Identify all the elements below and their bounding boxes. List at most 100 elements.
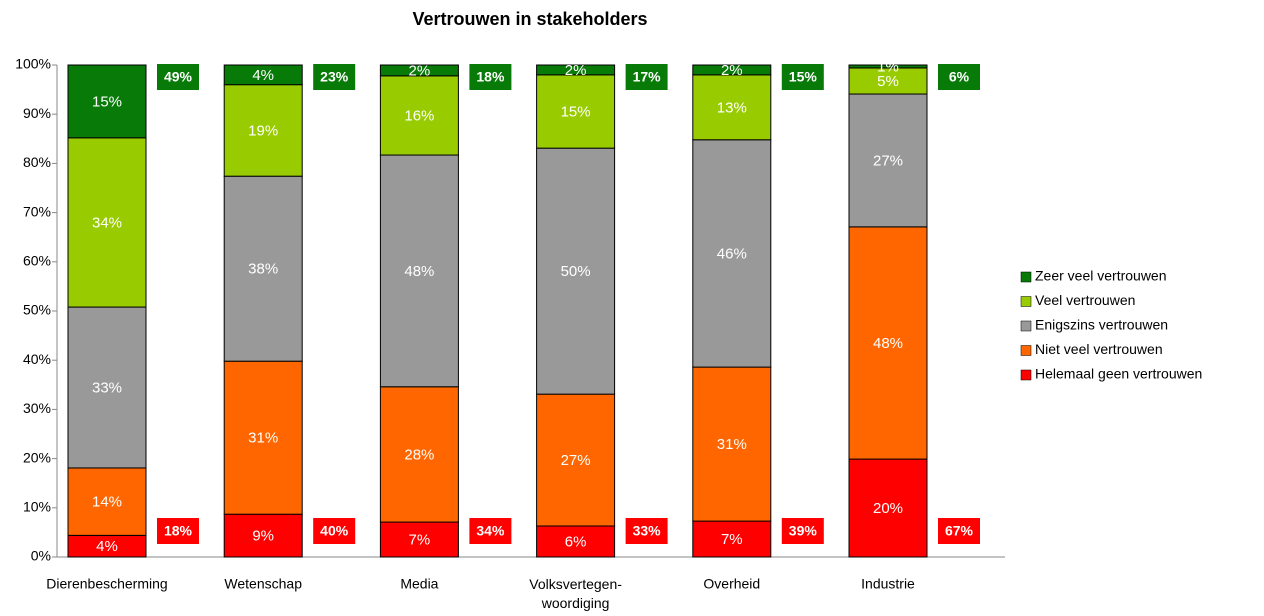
data-label: 7% [409,532,431,549]
annotation-label: 15% [789,69,818,85]
y-tick-label: 80% [23,154,51,170]
annotation-label: 33% [633,523,662,539]
annotation-box [625,518,668,544]
y-tick-label: 70% [23,203,51,219]
bar-segment [848,93,928,228]
bar-segment [536,525,616,558]
data-label: 2% [565,62,587,79]
bar-segment [379,386,459,523]
annotation-label: 18% [476,69,505,85]
data-label: 7% [721,531,743,548]
bar-segment [379,75,459,156]
data-label: 27% [561,452,591,469]
data-label: 33% [92,379,122,396]
data-label: 34% [92,214,122,231]
data-label: 9% [252,528,274,545]
bar-segment [223,64,303,86]
x-tick-label: Wetenschap [224,576,302,592]
legend-label: Enigszins vertrouwen [1035,317,1168,333]
data-label: 19% [248,122,278,139]
legend-label: Veel vertrouwen [1035,292,1135,308]
bar-segment [67,137,147,308]
data-label: 31% [248,430,278,447]
x-tick-label: Industrie [861,576,915,592]
annotation-box [938,64,980,90]
annotation-label: 17% [633,69,662,85]
bar-segment [67,64,147,139]
data-label: 46% [717,245,747,262]
data-label: 20% [873,500,903,517]
y-tick-label: 0% [31,548,51,564]
x-tick-label: Overheid [703,576,760,592]
data-label: 1% [877,58,899,75]
bar-segment [692,64,772,76]
annotation-label: 40% [320,523,349,539]
bar-segment [692,139,772,368]
annotation-box [469,518,512,544]
chart-title: Vertrouwen in stakeholders [412,9,647,29]
legend-swatch [1020,369,1032,381]
annotation-box [157,64,199,90]
data-label: 50% [561,263,591,280]
bar-segment [692,366,772,522]
annotation-label: 34% [476,523,505,539]
data-label: 48% [873,335,903,352]
data-label: 28% [404,446,434,463]
annotation-label: 39% [789,523,818,539]
bar-segment [67,306,147,469]
annotation-box [469,64,512,90]
annotation-label: 23% [320,69,349,85]
legend-label: Zeer veel vertrouwen [1035,268,1167,284]
legend-swatch [1020,296,1032,307]
annotation-box [157,518,199,544]
bar-segment [379,154,459,388]
y-tick-label: 50% [23,302,51,318]
y-tick-label: 20% [23,449,51,465]
annotation-box [313,518,356,544]
annotation-box [781,518,824,544]
data-label: 14% [92,494,122,511]
data-label: 2% [721,62,743,79]
data-label: 27% [873,152,903,169]
bar-segment [223,513,303,558]
data-label: 15% [561,103,591,120]
y-tick-label: 90% [23,105,51,121]
annotation-label: 49% [164,69,193,85]
legend-label: Helemaal geen vertrouwen [1035,366,1202,382]
x-tick-label: Media [400,576,438,592]
bar-segment [536,64,616,76]
data-label: 38% [248,261,278,278]
y-tick-label: 60% [23,253,51,269]
legend-swatch [1020,271,1032,283]
y-tick-label: 100% [15,56,51,72]
legend-swatch [1020,320,1032,332]
bar-segment [848,64,928,69]
bar-segment [223,175,303,362]
data-label: 31% [717,436,747,453]
data-label: 48% [404,263,434,280]
data-label: 15% [92,93,122,110]
annotation-label: 67% [945,523,974,539]
data-label: 16% [404,107,434,124]
data-label: 13% [717,99,747,116]
data-label: 5% [877,73,899,90]
legend-swatch [1020,345,1032,356]
annotation-box [313,64,356,90]
annotation-box [938,518,980,544]
annotation-box [625,64,668,90]
data-label: 4% [252,67,274,84]
annotation-label: 18% [164,523,193,539]
annotation-box [781,64,824,90]
bar-segment [536,393,616,527]
bar-segment [848,458,928,558]
legend-label: Niet veel vertrouwen [1035,341,1163,357]
x-tick-label: Volksvertegen-woordiging [529,576,622,611]
y-tick-label: 30% [23,400,51,416]
bar-segment [536,74,616,149]
bar-segment [848,226,928,460]
data-label: 4% [96,538,118,555]
x-tick-label: Dierenbescherming [46,576,167,592]
y-tick-label: 40% [23,351,51,367]
